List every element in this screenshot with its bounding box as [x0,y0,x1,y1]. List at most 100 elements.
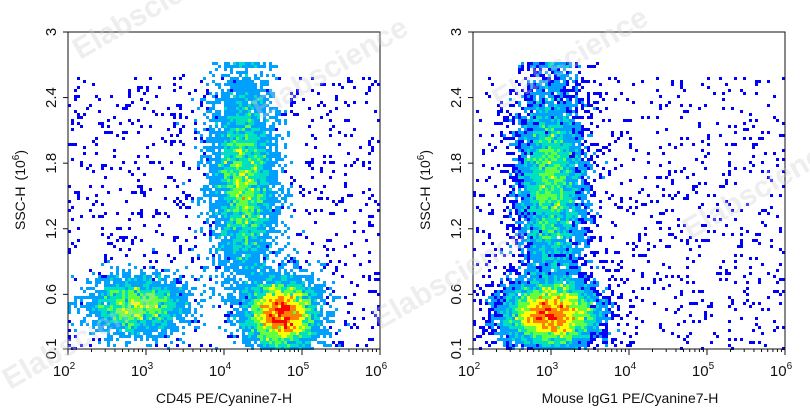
density-point [524,107,527,110]
density-point [140,305,143,308]
density-point [227,92,230,95]
density-point [251,155,254,158]
density-point [770,179,773,182]
density-point [245,263,248,266]
density-point [239,278,242,281]
density-point [662,152,665,155]
density-point [749,161,752,164]
density-point [248,83,251,86]
density-point [134,323,137,326]
density-point [353,317,356,320]
density-point [122,239,125,242]
density-point [290,269,293,272]
density-point [269,269,272,272]
density-point [509,209,512,212]
density-point [269,62,272,65]
density-point [581,194,584,197]
density-point [233,134,236,137]
density-point [578,152,581,155]
density-point [707,86,710,89]
density-point [248,227,251,230]
density-point [542,167,545,170]
density-point [578,197,581,200]
density-point [527,149,530,152]
density-point [518,155,521,158]
density-point [86,287,89,290]
density-point [164,320,167,323]
density-point [116,287,119,290]
density-point [248,113,251,116]
density-point [554,191,557,194]
density-point [548,77,551,80]
density-point [530,107,533,110]
density-point [107,317,110,320]
density-point [149,320,152,323]
density-point [263,269,266,272]
density-point [536,206,539,209]
density-point [227,191,230,194]
density-point [116,302,119,305]
density-point [167,290,170,293]
density-point [548,131,551,134]
density-point [587,176,590,179]
density-point [221,146,224,149]
density-point [272,179,275,182]
density-point [281,323,284,326]
density-point [497,104,500,107]
density-point [557,155,560,158]
density-point [233,206,236,209]
density-point [551,176,554,179]
density-point [347,77,350,80]
density-point [377,308,380,311]
density-point [569,131,572,134]
density-point [521,203,524,206]
density-point [566,152,569,155]
density-point [275,77,278,80]
density-point [107,131,110,134]
density-point [227,89,230,92]
density-point [551,98,554,101]
density-point [170,284,173,287]
density-point [263,323,266,326]
density-point [218,128,221,131]
density-point [233,185,236,188]
density-point [248,236,251,239]
density-point [230,200,233,203]
density-point [239,173,242,176]
density-point [149,287,152,290]
density-point [125,254,128,257]
density-point [257,317,260,320]
density-point [218,254,221,257]
density-point [206,185,209,188]
density-point [338,329,341,332]
density-point [110,266,113,269]
density-point [278,296,281,299]
density-point [656,200,659,203]
density-point [293,263,296,266]
density-point [284,344,287,347]
density-point [308,290,311,293]
density-point [569,77,572,80]
density-point [551,92,554,95]
density-point [206,83,209,86]
density-point [596,92,599,95]
density-point [236,182,239,185]
density-point [515,200,518,203]
density-point [233,137,236,140]
density-point [278,314,281,317]
density-point [251,227,254,230]
density-point [182,299,185,302]
density-point [269,311,272,314]
density-point [245,89,248,92]
density-point [110,95,113,98]
density-point [575,98,578,101]
density-point [524,143,527,146]
density-point [149,344,152,347]
density-point [125,107,128,110]
density-point [545,176,548,179]
density-point [176,338,179,341]
density-point [335,107,338,110]
density-point [233,188,236,191]
density-point [551,104,554,107]
density-point [533,200,536,203]
